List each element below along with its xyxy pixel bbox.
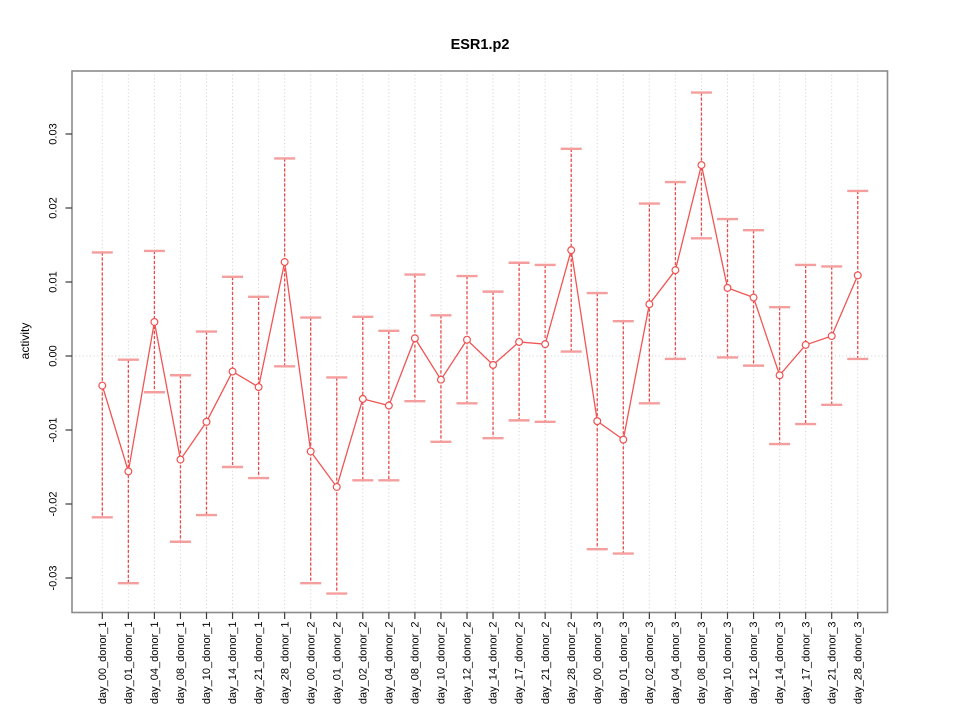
x-tick-label: day_28_donor_2 bbox=[566, 622, 578, 705]
data-point-marker bbox=[489, 360, 498, 369]
x-tick-label: day_00_donor_1 bbox=[97, 622, 109, 705]
y-tick-label: -0.03 bbox=[48, 565, 60, 590]
data-point-marker bbox=[827, 332, 836, 341]
x-tick-label: day_28_donor_3 bbox=[852, 622, 864, 705]
x-tick-label: day_01_donor_2 bbox=[331, 622, 343, 705]
x-tick-label: day_02_donor_3 bbox=[644, 622, 656, 705]
x-tick-label: day_10_donor_2 bbox=[436, 622, 448, 705]
data-point-marker bbox=[150, 317, 159, 326]
data-point-marker bbox=[853, 271, 862, 280]
y-tick-label: 0.03 bbox=[48, 123, 60, 144]
data-point-marker bbox=[124, 467, 133, 476]
y-tick-label: 0.00 bbox=[48, 345, 60, 366]
data-point-marker bbox=[332, 482, 341, 491]
data-point-marker bbox=[436, 375, 445, 384]
data-point-marker bbox=[567, 246, 576, 255]
x-tick-label: day_04_donor_3 bbox=[670, 622, 682, 705]
x-tick-label: day_10_donor_1 bbox=[201, 622, 213, 705]
x-tick-label: day_14_donor_3 bbox=[774, 622, 786, 705]
data-point-marker bbox=[358, 394, 367, 403]
chart-title: ESR1.p2 bbox=[451, 37, 510, 53]
x-tick-label: day_28_donor_1 bbox=[279, 622, 291, 705]
x-tick-label: day_00_donor_3 bbox=[592, 622, 604, 705]
y-tick-label: 0.02 bbox=[48, 197, 60, 218]
x-tick-label: day_21_donor_2 bbox=[540, 622, 552, 705]
x-tick-label: day_04_donor_2 bbox=[383, 622, 395, 705]
data-point-marker bbox=[671, 266, 680, 275]
data-point-marker bbox=[254, 383, 263, 392]
data-point-marker bbox=[645, 300, 654, 309]
x-tick-label: day_14_donor_2 bbox=[488, 622, 500, 705]
data-point-marker bbox=[619, 435, 628, 444]
data-point-marker bbox=[775, 371, 784, 380]
x-tick-label: day_10_donor_3 bbox=[722, 622, 734, 705]
data-point-marker bbox=[280, 258, 289, 267]
x-tick-label: day_14_donor_1 bbox=[227, 622, 239, 705]
data-point-marker bbox=[463, 335, 472, 344]
x-tick-label: day_17_donor_3 bbox=[800, 622, 812, 705]
data-point-marker bbox=[176, 455, 185, 464]
data-layer bbox=[91, 91, 869, 595]
y-tick-label: -0.02 bbox=[48, 491, 60, 516]
x-tick-label: day_08_donor_3 bbox=[696, 622, 708, 705]
axis-layer: 0.03 0.02 0.01 0.00 -0.01 -0.02 -0.03 day_00_do… bbox=[48, 123, 865, 704]
data-point-marker bbox=[593, 417, 602, 426]
x-tick-label: day_21_donor_1 bbox=[253, 622, 265, 705]
y-tick-label: -0.01 bbox=[48, 417, 60, 442]
series-line bbox=[101, 164, 859, 489]
x-tick-label: day_02_donor_2 bbox=[357, 622, 369, 705]
data-point-marker bbox=[98, 381, 107, 390]
x-tick-label: day_01_donor_1 bbox=[123, 622, 135, 705]
x-tick-label: day_08_donor_1 bbox=[175, 622, 187, 705]
y-tick-label: 0.01 bbox=[48, 271, 60, 292]
data-point-marker bbox=[801, 340, 810, 349]
data-point-marker bbox=[410, 334, 419, 343]
x-tick-label: day_12_donor_2 bbox=[462, 622, 474, 705]
data-point-marker bbox=[202, 417, 211, 426]
frame-layer bbox=[71, 70, 889, 614]
x-tick-label: day_01_donor_3 bbox=[618, 622, 630, 705]
x-tick-label: day_00_donor_2 bbox=[305, 622, 317, 705]
data-point-marker bbox=[515, 337, 524, 346]
x-tick-label: day_12_donor_3 bbox=[748, 622, 760, 705]
data-point-marker bbox=[384, 401, 393, 410]
x-tick-label: day_21_donor_3 bbox=[826, 622, 838, 705]
data-point-marker bbox=[306, 447, 315, 456]
x-tick-label: day_04_donor_1 bbox=[149, 622, 161, 705]
data-point-marker bbox=[541, 340, 550, 349]
data-point-marker bbox=[697, 161, 706, 170]
x-tick-label: day_17_donor_2 bbox=[514, 622, 526, 705]
data-point-marker bbox=[749, 293, 758, 302]
y-axis-label: activity bbox=[18, 323, 32, 360]
data-point-marker bbox=[228, 367, 237, 376]
data-point-marker bbox=[723, 283, 732, 292]
plot-frame bbox=[71, 70, 889, 614]
x-tick-label: day_08_donor_2 bbox=[410, 622, 422, 705]
grid-layer bbox=[72, 71, 888, 613]
